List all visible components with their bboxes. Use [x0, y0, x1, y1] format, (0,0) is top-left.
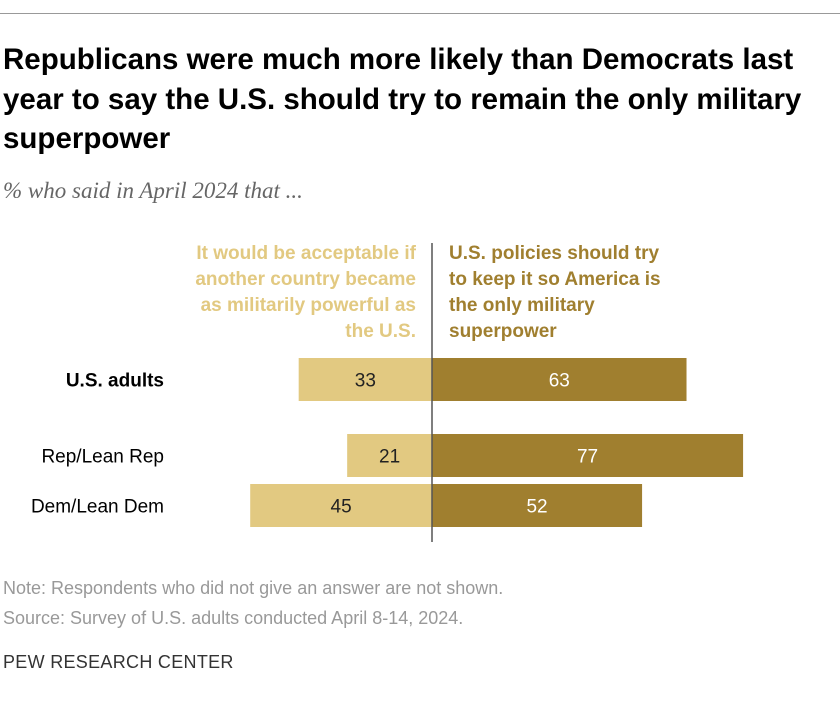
data-label-left: 33 [355, 371, 376, 392]
note: Note: Respondents who did not give an an… [3, 578, 504, 598]
data-label-right: 77 [577, 447, 598, 468]
bar-right [432, 434, 744, 477]
category-label: U.S. adults [66, 371, 164, 392]
source: Source: Survey of U.S. adults conducted … [3, 608, 464, 628]
bar-left [347, 434, 432, 477]
brand-logo-text: PEW RESEARCH CENTER [3, 652, 234, 672]
legend-right-series: U.S. policies should try to keep it so A… [449, 243, 661, 342]
legend-left-series: It would be acceptable if another countr… [195, 243, 416, 342]
bar-left [250, 484, 432, 527]
bar-right [432, 358, 687, 401]
data-label-right: 63 [549, 371, 570, 392]
data-label-left: 45 [331, 497, 352, 518]
data-label-left: 21 [379, 447, 400, 468]
chart-title: Republicans were much more likely than D… [3, 43, 802, 155]
category-label: Dem/Lean Dem [31, 497, 164, 518]
bar-left [298, 358, 432, 401]
bar-right [432, 484, 643, 527]
top-rule [0, 13, 840, 14]
category-label: Rep/Lean Rep [41, 447, 164, 468]
data-label-right: 52 [526, 497, 547, 518]
chart-subtitle: % who said in April 2024 that ... [3, 178, 303, 203]
